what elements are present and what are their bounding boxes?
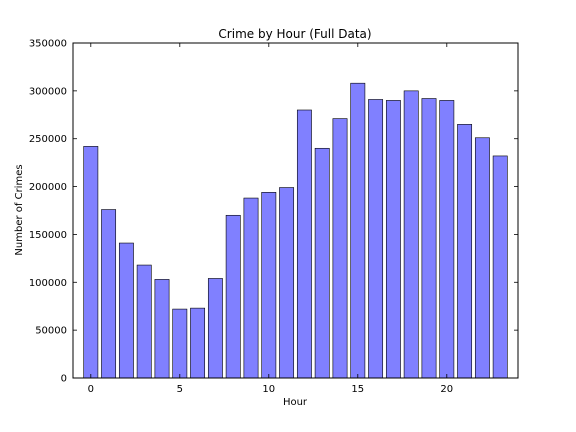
bar-hour-17 xyxy=(385,100,401,379)
y-tick-label: 50000 xyxy=(35,326,67,337)
x-tick-label: 20 xyxy=(440,384,453,395)
bar-hour-2 xyxy=(118,242,134,379)
bars-group xyxy=(83,82,508,379)
bar-hour-22 xyxy=(474,137,490,379)
bar-hour-3 xyxy=(136,264,152,379)
y-tick-label: 150000 xyxy=(29,230,67,241)
x-tick-label: 15 xyxy=(351,384,364,395)
bar-hour-11 xyxy=(279,187,295,379)
bar-hour-12 xyxy=(296,109,312,379)
bar-hour-16 xyxy=(368,99,384,379)
bar-hour-5 xyxy=(172,308,188,379)
bar-hour-21 xyxy=(457,124,473,379)
y-tick-label: 250000 xyxy=(29,134,67,145)
bar-hour-13 xyxy=(314,147,330,379)
bar-hour-0 xyxy=(83,146,99,379)
bar-hour-10 xyxy=(261,192,277,379)
x-axis-label: Hour xyxy=(283,397,308,408)
bar-hour-9 xyxy=(243,197,259,379)
bar-hour-6 xyxy=(190,307,206,379)
x-tick-label: 0 xyxy=(88,384,94,395)
y-tick-label: 350000 xyxy=(29,39,67,50)
bar-hour-19 xyxy=(421,98,437,379)
bar-hour-7 xyxy=(207,278,223,379)
bar-hour-18 xyxy=(403,90,419,379)
bar-hour-15 xyxy=(350,82,366,379)
bar-hour-1 xyxy=(101,209,117,379)
bar-hour-8 xyxy=(225,214,241,379)
chart-title: Crime by Hour (Full Data) xyxy=(218,27,371,41)
axes-group: 0 5 10 15 20 0 50000 100000 150000 200000 250000 30… xyxy=(29,39,519,395)
bar-hour-23 xyxy=(492,155,508,379)
x-tick-label: 5 xyxy=(177,384,183,395)
y-tick-label: 0 xyxy=(61,374,67,385)
y-tick-label: 300000 xyxy=(29,86,67,97)
y-tick-label: 100000 xyxy=(29,278,67,289)
bar-hour-14 xyxy=(332,118,348,379)
bar-hour-20 xyxy=(439,100,455,379)
x-tick-label: 10 xyxy=(262,384,275,395)
y-axis-label: Number of Crimes xyxy=(14,164,25,255)
plot-frame xyxy=(72,42,519,379)
y-tick-label: 200000 xyxy=(29,182,67,193)
bar-hour-4 xyxy=(154,279,170,379)
